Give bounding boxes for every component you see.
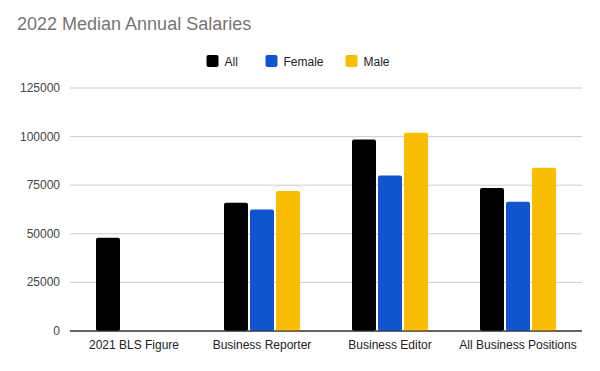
legend-label: Female: [284, 55, 324, 69]
x-tick-label: Business Editor: [348, 338, 431, 352]
y-tick-label: 75000: [27, 178, 61, 192]
grid-line: [70, 331, 582, 332]
x-axis-line: [70, 331, 582, 332]
bar: [532, 168, 556, 331]
chart-svg: 2022 Median Annual Salaries All Female Male…: [0, 0, 600, 371]
bar: [378, 175, 402, 331]
bar: [404, 133, 428, 331]
legend: All Female Male: [207, 55, 390, 69]
x-tick-label: All Business Positions: [459, 338, 576, 352]
grid-line: [70, 233, 582, 234]
bar: [250, 210, 274, 332]
legend-label: All: [225, 55, 238, 69]
y-tick-label: 25000: [27, 275, 61, 289]
chart-container: 2022 Median Annual Salaries All Female Male…: [0, 0, 600, 371]
bar: [480, 188, 504, 331]
y-tick-label: 50000: [27, 227, 61, 241]
legend-label: Male: [364, 55, 390, 69]
y-tick-label: 0: [53, 324, 60, 338]
bar: [506, 202, 530, 331]
grid-line: [70, 282, 582, 283]
x-tick-label: Business Reporter: [213, 338, 312, 352]
grid-line: [70, 185, 582, 186]
bar: [352, 140, 376, 331]
x-tick-label: 2021 BLS Figure: [89, 338, 179, 352]
chart-title: 2022 Median Annual Salaries: [17, 14, 251, 34]
y-tick-label: 125000: [20, 81, 60, 95]
bar: [276, 191, 300, 331]
y-tick-label: 100000: [20, 130, 60, 144]
legend-swatch: [207, 55, 219, 67]
bar: [224, 203, 248, 331]
legend-swatch: [346, 55, 358, 67]
legend-swatch: [266, 55, 278, 67]
bars: [96, 133, 556, 331]
grid-line: [70, 88, 582, 89]
bar: [96, 238, 120, 331]
grid-line: [70, 136, 582, 137]
